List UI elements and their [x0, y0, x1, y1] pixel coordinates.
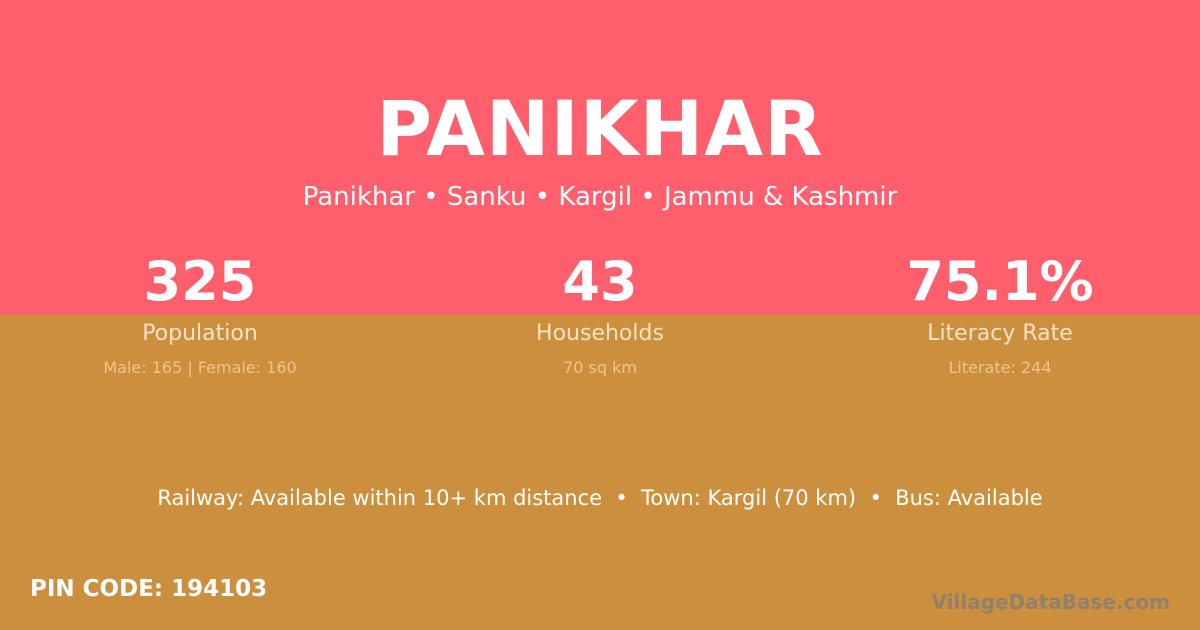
stat-value: 75.1%: [906, 250, 1094, 313]
stat-population: 325 Population Male: 165 | Female: 160: [0, 248, 400, 377]
stat-detail: 70 sq km: [563, 358, 637, 377]
stat-detail: Literate: 244: [948, 358, 1052, 377]
village-title: PANIKHAR: [376, 84, 824, 173]
breadcrumb: Panikhar • Sanku • Kargil • Jammu & Kash…: [302, 182, 898, 212]
stat-detail: Male: 165 | Female: 160: [103, 358, 297, 377]
stat-label: Population: [142, 321, 258, 346]
stat-literacy: 75.1% Literacy Rate Literate: 244: [800, 248, 1200, 377]
stat-label: Households: [536, 321, 664, 346]
stat-label: Literacy Rate: [927, 321, 1073, 346]
stat-value: 325: [143, 250, 257, 313]
stat-households: 43 Households 70 sq km: [400, 248, 800, 377]
brand-logo: VillageDataBase.com: [931, 590, 1170, 614]
stat-value: 43: [562, 250, 638, 313]
header-band: [0, 0, 1200, 315]
pin-code: PIN CODE: 194103: [30, 576, 268, 602]
connectivity-info: Railway: Available within 10+ km distanc…: [157, 486, 1043, 510]
